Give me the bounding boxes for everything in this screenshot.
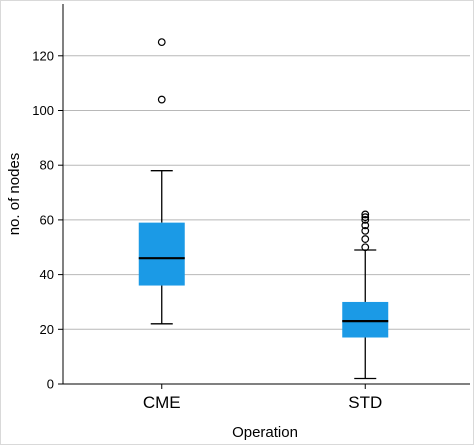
- box-std: [342, 210, 389, 380]
- box-cme: [138, 38, 185, 325]
- y-tick-label: 120: [32, 48, 54, 63]
- outlier-point: [361, 221, 370, 230]
- y-tick-label: 40: [40, 267, 54, 282]
- x-tick-label: CME: [143, 393, 181, 412]
- y-tick-label: 60: [40, 212, 54, 227]
- y-tick-label: 20: [40, 322, 54, 337]
- outlier-point: [361, 226, 370, 235]
- x-axis-label: Operation: [232, 424, 298, 441]
- x-axis-ticks: CME STD: [143, 384, 382, 412]
- outlier-point: [361, 210, 370, 219]
- outlier-point: [157, 38, 166, 47]
- y-axis-ticks: 0 20 40 60 80 100 120: [32, 48, 63, 392]
- grid-lines: [63, 55, 470, 330]
- y-axis-label: no. of nodes: [6, 153, 23, 236]
- box-series: [138, 38, 389, 380]
- outlier-point: [361, 243, 370, 252]
- iqr-box: [342, 301, 389, 338]
- outlier-point: [361, 235, 370, 243]
- outlier-point: [361, 215, 370, 224]
- iqr-box: [138, 222, 185, 286]
- x-tick-label: STD: [348, 393, 382, 412]
- y-tick-label: 100: [32, 103, 54, 118]
- outlier-point: [157, 95, 166, 104]
- y-tick-label: 80: [40, 158, 54, 173]
- outlier-point: [361, 213, 370, 222]
- y-tick-label: 0: [47, 377, 54, 392]
